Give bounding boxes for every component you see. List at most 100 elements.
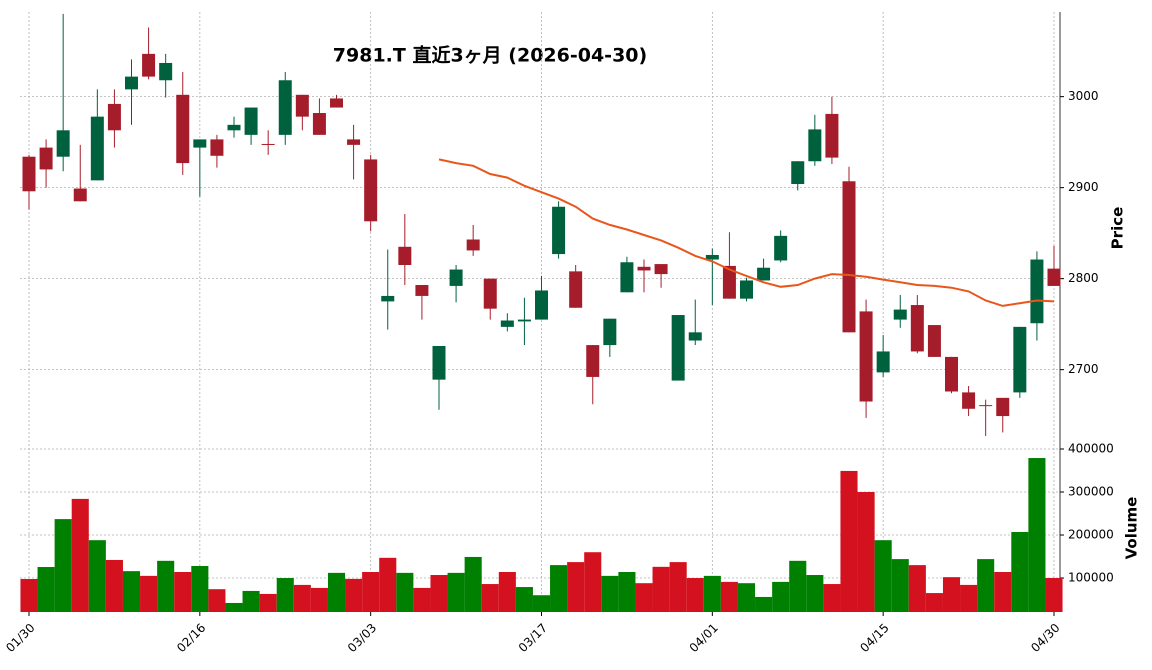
candle-body xyxy=(295,94,309,117)
candle-body xyxy=(398,246,412,265)
candle-body xyxy=(1013,326,1027,393)
candle-body xyxy=(962,392,976,409)
candle-body xyxy=(312,113,326,135)
y-tick-label: 2900 xyxy=(1068,180,1099,194)
volume-bar xyxy=(71,498,89,612)
candle-body xyxy=(432,345,446,380)
x-tick-label: 04/01 xyxy=(687,621,721,655)
candle-body xyxy=(671,315,685,381)
volume-bar xyxy=(806,575,824,612)
volume-bar xyxy=(720,581,738,612)
volume-bar xyxy=(977,559,995,612)
volume-bar xyxy=(430,575,448,612)
volume-bar xyxy=(737,583,756,612)
x-tick-label: 03/17 xyxy=(516,621,550,655)
x-tick-label: 03/03 xyxy=(345,621,379,655)
y-tick-label: 100000 xyxy=(1068,571,1114,585)
candle-body xyxy=(945,356,958,392)
candle-body xyxy=(808,129,822,162)
candle-body xyxy=(893,309,907,320)
candle-body xyxy=(740,280,753,299)
candle-body xyxy=(705,254,719,260)
moving-average-line xyxy=(438,158,1055,307)
price-axis-label: Price xyxy=(1109,207,1127,250)
volume-bar xyxy=(635,583,653,612)
candle-body xyxy=(90,116,104,181)
candle-body xyxy=(364,159,378,222)
candle-body xyxy=(278,80,292,135)
candle-body xyxy=(1047,268,1061,286)
y-tick-label: 2800 xyxy=(1068,271,1099,285)
volume-bar xyxy=(772,581,790,612)
volume-axis-label: Volume xyxy=(1123,497,1141,560)
candle-body xyxy=(910,305,924,352)
volume-bar xyxy=(464,556,482,612)
candle-body xyxy=(552,206,566,255)
candle-body xyxy=(330,98,343,108)
volume-bar xyxy=(840,470,858,612)
volume-bar xyxy=(396,572,414,612)
candle-body xyxy=(654,264,668,275)
y-tick-label: 200000 xyxy=(1068,528,1114,542)
volume-bar xyxy=(310,587,328,612)
candle-body xyxy=(791,161,805,184)
volume-bar xyxy=(874,540,892,612)
candle-body xyxy=(996,397,1010,417)
candle-body xyxy=(842,181,856,333)
volume-bar xyxy=(669,562,687,612)
volume-bar xyxy=(379,557,397,612)
volume-bar xyxy=(686,578,704,612)
volume-bar xyxy=(532,595,551,612)
candle-body xyxy=(927,325,941,357)
chart-title: 7981.T 直近3ヶ月 (2026-04-30) xyxy=(333,44,647,67)
volume-bar xyxy=(20,579,38,612)
volume-bar xyxy=(1045,578,1063,612)
volume-bar xyxy=(857,492,875,612)
volume-bar xyxy=(276,578,294,612)
volume-bar xyxy=(960,584,978,612)
candle-body xyxy=(500,320,514,327)
x-tick-label: 04/15 xyxy=(857,621,891,655)
candle-body xyxy=(722,265,736,299)
candle-body xyxy=(825,113,839,158)
volume-bar xyxy=(515,587,533,612)
x-tick-label: 01/30 xyxy=(3,621,37,655)
candle-body xyxy=(483,278,497,309)
volume-bar xyxy=(191,565,209,612)
volume-bar xyxy=(618,572,636,612)
candle-body xyxy=(125,76,138,90)
candle-body xyxy=(56,130,70,157)
candle-body xyxy=(603,318,617,346)
candle-body xyxy=(876,351,890,373)
volume-bar xyxy=(37,567,55,612)
volume-bar xyxy=(891,559,909,612)
volume-bar xyxy=(925,593,943,612)
volume-bar xyxy=(225,602,243,612)
candle-body xyxy=(210,139,224,156)
candle-body xyxy=(227,124,241,131)
candle-body xyxy=(39,147,53,170)
candle-body xyxy=(22,156,36,192)
volume-bar xyxy=(994,572,1012,612)
candle-body xyxy=(159,62,173,81)
candle-body xyxy=(1030,259,1044,324)
volume-bar xyxy=(242,590,260,612)
x-tick-label: 04/30 xyxy=(1028,621,1062,655)
volume-bar xyxy=(1028,458,1046,612)
volume-bar xyxy=(942,577,961,612)
candle-body xyxy=(73,188,87,202)
y-tick-label: 300000 xyxy=(1068,485,1114,499)
x-tick-label: 02/16 xyxy=(174,621,208,655)
candle-body xyxy=(466,239,480,251)
candle-body xyxy=(142,53,156,77)
volume-bar xyxy=(1011,532,1029,612)
volume-bar xyxy=(498,572,516,612)
candle-body xyxy=(107,103,121,131)
candle-body xyxy=(569,271,583,308)
volume-bar xyxy=(54,519,72,612)
volume-bar xyxy=(413,587,431,612)
volume-bar xyxy=(584,552,602,612)
candle-body xyxy=(620,262,634,293)
